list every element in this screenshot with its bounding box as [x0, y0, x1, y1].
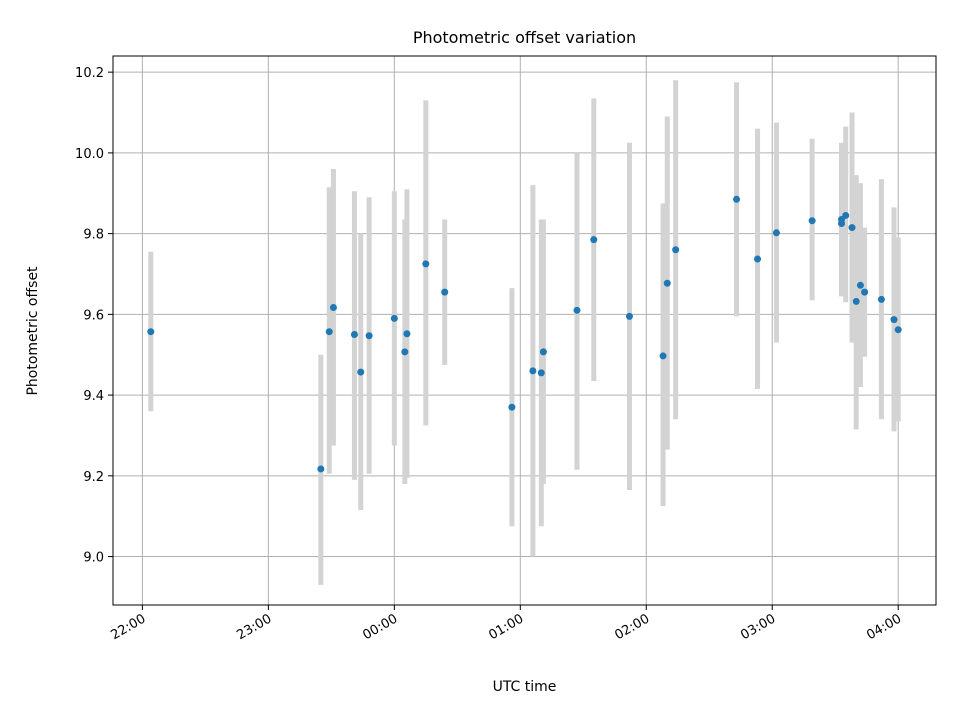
data-point — [877, 295, 885, 303]
data-point — [422, 260, 430, 268]
data-point — [539, 348, 547, 356]
data-point — [894, 326, 902, 334]
data-point — [754, 255, 762, 263]
grid — [113, 56, 936, 605]
y-axis-label: Photometric offset — [25, 266, 41, 396]
data-point — [350, 331, 358, 339]
data-point — [508, 403, 516, 411]
data-points — [147, 195, 902, 473]
data-point — [537, 369, 545, 377]
data-point — [838, 220, 846, 228]
data-point — [390, 314, 398, 322]
y-tick-label: 9.2 — [83, 470, 104, 485]
data-point — [659, 352, 667, 360]
data-point — [772, 229, 780, 237]
x-axis-label: UTC time — [493, 679, 557, 695]
data-point — [733, 195, 741, 203]
data-point — [573, 306, 581, 314]
data-point — [808, 217, 816, 225]
data-point — [329, 303, 337, 311]
plot-frame — [112, 55, 937, 606]
y-tick-label: 9.8 — [83, 228, 104, 243]
chart-title: Photometric offset variation — [413, 28, 636, 47]
data-point — [852, 297, 860, 305]
data-point — [625, 312, 633, 320]
data-point — [842, 211, 850, 219]
data-point — [365, 332, 373, 340]
y-tick-label: 10.2 — [75, 66, 104, 81]
data-point — [147, 328, 155, 336]
data-point — [357, 368, 365, 376]
y-tick-label: 9.6 — [83, 308, 104, 323]
data-point — [861, 288, 869, 296]
data-point — [317, 465, 325, 473]
data-point — [529, 367, 537, 375]
data-point — [663, 279, 671, 287]
data-point — [403, 330, 411, 338]
data-point — [401, 348, 409, 356]
y-tick-label: 10.0 — [75, 147, 104, 162]
data-point — [890, 316, 898, 324]
data-point — [325, 328, 333, 336]
data-point — [856, 281, 864, 289]
data-point — [590, 236, 598, 244]
y-tick-label: 9.0 — [83, 551, 104, 566]
data-point — [672, 246, 680, 254]
data-point — [441, 288, 449, 296]
y-tick-label: 9.4 — [83, 389, 104, 404]
data-point — [848, 224, 856, 232]
